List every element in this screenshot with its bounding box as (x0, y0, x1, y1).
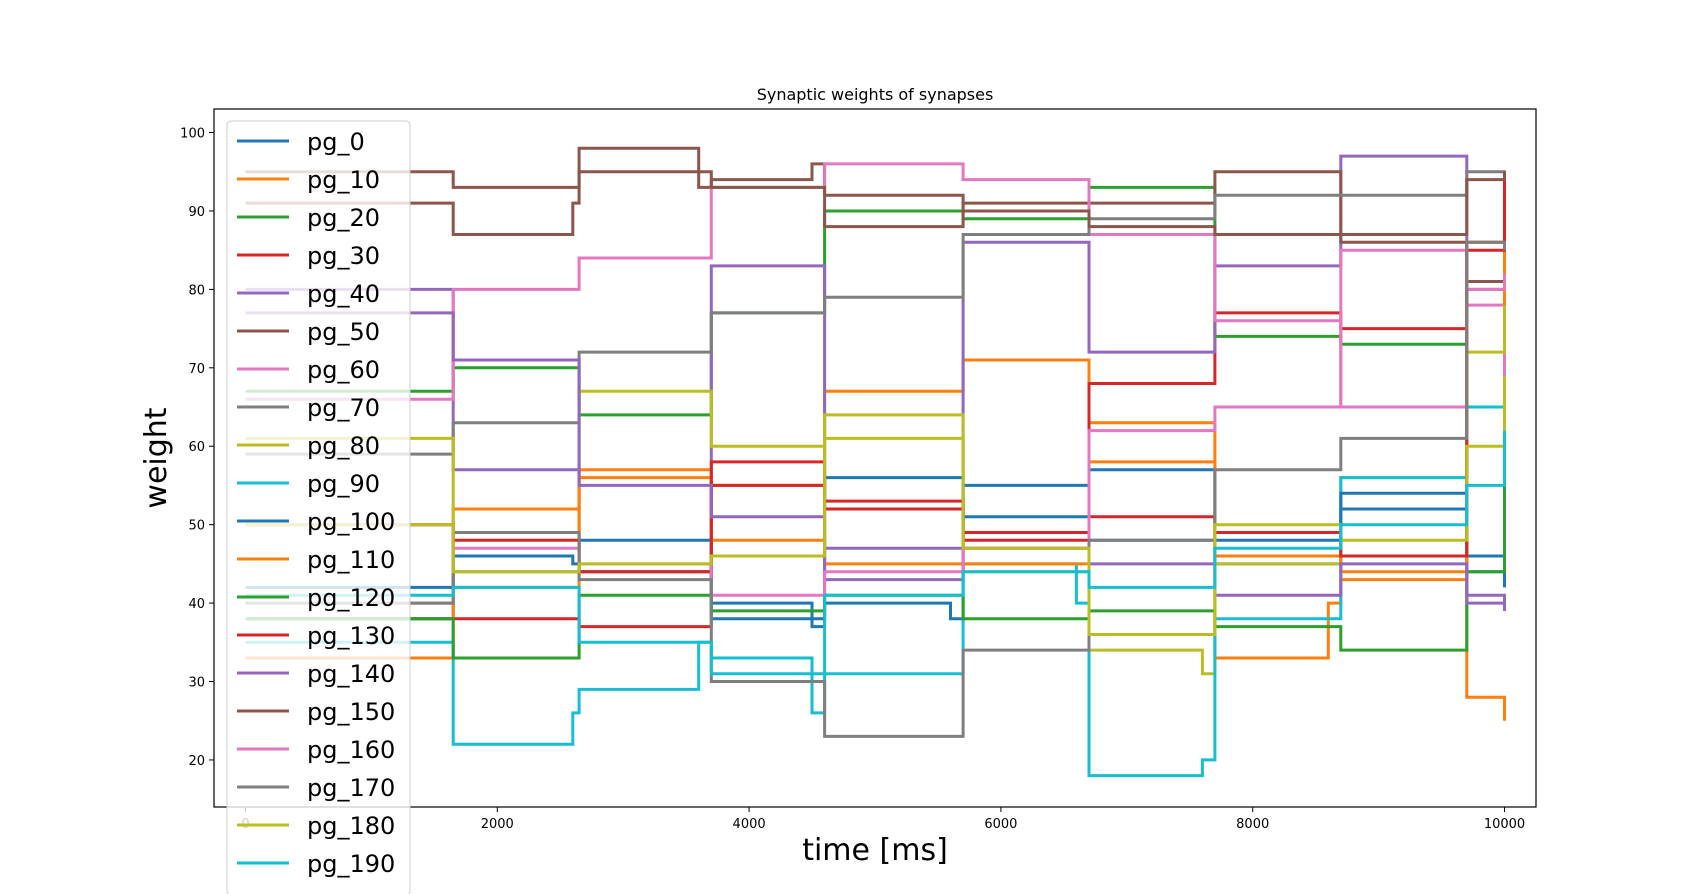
ticks-layer: 0200040006000800010000203040506070809010… (180, 127, 1525, 832)
series-line-pg-150 (245, 170, 1506, 236)
legend-label: pg_70 (307, 394, 380, 422)
legend-label: pg_10 (307, 166, 380, 194)
legend-label: pg_190 (307, 850, 395, 878)
legend-box (226, 120, 411, 894)
legend-label: pg_170 (307, 774, 395, 802)
y-tick-label: 80 (188, 283, 205, 298)
legend-label: pg_160 (307, 736, 395, 764)
y-tick-label: 40 (188, 597, 205, 612)
y-tick-label: 30 (188, 676, 205, 691)
legend-label: pg_50 (307, 318, 380, 346)
plot-frame (213, 108, 1537, 808)
legend-label: pg_30 (307, 242, 380, 270)
legend-label: pg_180 (307, 812, 395, 840)
legend-label: pg_150 (307, 698, 395, 726)
legend-label: pg_20 (307, 204, 380, 232)
series-line-pg-60 (245, 162, 1506, 409)
series-line-pg-180 (245, 375, 1506, 636)
legend-label: pg_140 (307, 660, 395, 688)
y-tick-label: 50 (188, 519, 205, 534)
legend-label: pg_60 (307, 356, 380, 384)
x-tick-label: 6000 (984, 817, 1017, 832)
legend-label: pg_40 (307, 280, 380, 308)
series-line-pg-120 (245, 477, 1506, 660)
y-tick-label: 70 (188, 362, 205, 377)
legend-label: pg_120 (307, 584, 395, 612)
y-tick-label: 20 (188, 754, 205, 769)
x-tick-label: 4000 (733, 817, 766, 832)
y-tick-label: 100 (180, 127, 205, 142)
x-tick-label: 2000 (481, 817, 514, 832)
y-axis-label: weight (139, 407, 174, 508)
legend-label: pg_90 (307, 470, 380, 498)
series-line-pg-70 (245, 170, 1506, 456)
legend-label: pg_110 (307, 546, 395, 574)
legend-label: pg_100 (307, 508, 395, 536)
series-line-pg-190 (245, 430, 1506, 676)
series-line-pg-50 (245, 146, 1506, 283)
series-layer (245, 146, 1506, 778)
y-tick-label: 60 (188, 440, 205, 455)
legend: pg_0 pg_10 pg_20 pg_30 pg_40 pg_50 pg_60 pg_70p… (226, 120, 411, 894)
series-line-pg-170 (245, 240, 1506, 738)
x-axis-label: time [ms] (802, 833, 948, 868)
legend-label: pg_0 (307, 128, 365, 156)
chart-title: Synaptic weights of synapses (757, 85, 994, 104)
legend-label: pg_80 (307, 432, 380, 460)
y-tick-label: 90 (188, 205, 205, 220)
x-tick-label: 10000 (1484, 817, 1525, 832)
x-tick-label: 8000 (1236, 817, 1269, 832)
legend-label: pg_130 (307, 622, 395, 650)
